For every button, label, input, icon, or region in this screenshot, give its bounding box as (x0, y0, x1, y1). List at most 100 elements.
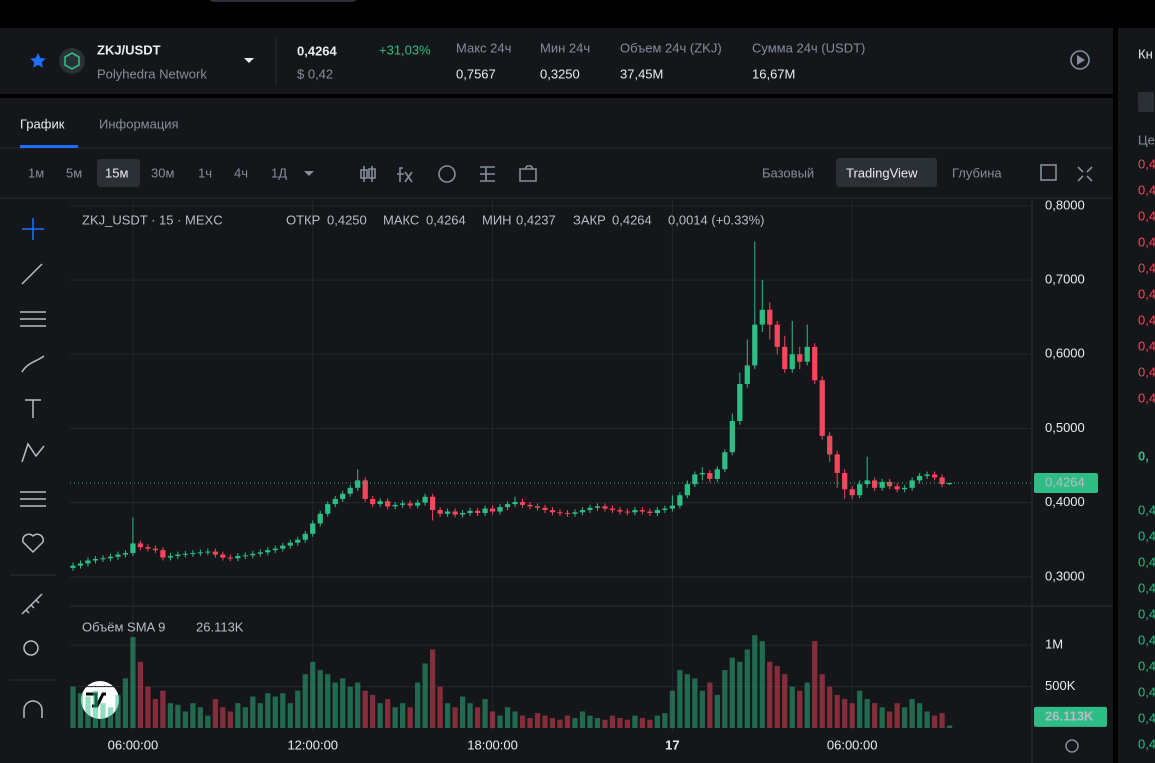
y-tick-label: 0,7000 (1045, 272, 1085, 287)
interval[interactable]: 1ч (198, 165, 212, 180)
interval[interactable]: 30м (151, 165, 174, 180)
snapshot-icon[interactable] (519, 165, 537, 182)
symbol-dropdown[interactable] (244, 58, 254, 63)
interval[interactable]: 15м (105, 165, 128, 180)
candle-body (752, 324, 758, 366)
sma-tag-label: 26.113K (1045, 708, 1094, 723)
bid-price: 0,4 (1138, 684, 1155, 699)
text-tool[interactable] (25, 399, 41, 418)
prediction-tool[interactable] (20, 491, 46, 507)
volume-bar (632, 715, 638, 728)
volume-bar (152, 699, 159, 728)
pattern-tool[interactable] (21, 442, 45, 463)
search-box[interactable] (208, 0, 358, 2)
volume-bar (797, 690, 803, 728)
view[interactable]: Базовый (762, 165, 814, 180)
indicator-icon[interactable] (397, 167, 413, 183)
ohlc-value: 0,4250 (327, 212, 367, 227)
settings-icon[interactable] (1065, 739, 1079, 753)
interval[interactable]: 5м (66, 165, 82, 180)
stat-label: Объем 24ч (ZKJ) (620, 40, 722, 55)
candle-body (310, 523, 316, 534)
tab[interactable]: Информация (99, 116, 179, 131)
candle-body (227, 557, 233, 559)
candle-body (534, 506, 541, 508)
ask-price: 0,4 (1138, 286, 1155, 301)
x-tick-label: 18:00:00 (467, 737, 518, 752)
zoom-tool[interactable] (23, 640, 39, 656)
expand-icon[interactable] (1077, 166, 1093, 182)
y-tick-label: 0,5000 (1045, 420, 1085, 435)
volume-bar (594, 718, 601, 728)
candle-body (894, 486, 900, 490)
last-price: 0,4264 (297, 43, 338, 58)
candle-body (774, 324, 780, 347)
symbol[interactable]: ZKJ/USDT (97, 42, 161, 57)
crosshair-tool[interactable] (22, 218, 44, 240)
interval[interactable]: 4ч (234, 165, 248, 180)
volume-bar (729, 657, 735, 728)
candle-body (819, 380, 825, 436)
favorites-tool[interactable] (21, 533, 45, 554)
ask-price: 0,4 (1138, 208, 1155, 223)
last-price-label: 0,4264 (1045, 474, 1085, 489)
interval[interactable]: 1Д (271, 165, 287, 180)
volume-bar (407, 707, 413, 728)
volume-legend: Объём SMA 9 (82, 619, 165, 634)
volume-bar (662, 713, 668, 728)
interval[interactable]: 1м (28, 165, 44, 180)
candle-body (527, 504, 533, 507)
toolbar-icons (360, 164, 1093, 183)
volume-bar (100, 703, 106, 728)
layout-icon[interactable] (480, 166, 495, 182)
candle-body (939, 477, 945, 485)
volume-bar (452, 707, 458, 728)
play-button[interactable] (1070, 50, 1090, 70)
candle-body (744, 365, 750, 384)
volume-bar (257, 703, 263, 728)
interval-dropdown[interactable] (304, 171, 314, 176)
candle-body (804, 346, 810, 362)
brush-tool[interactable] (21, 355, 45, 373)
candle-body (729, 421, 735, 453)
volume-bar (707, 682, 713, 728)
volume-bar (692, 678, 698, 728)
view[interactable]: TradingView (846, 165, 918, 180)
bid-price: 0,4 (1138, 736, 1155, 751)
volume-bar (924, 711, 930, 728)
header-panel (0, 28, 1113, 94)
stat-label: Макс 24ч (456, 40, 511, 55)
volume-bar (834, 694, 840, 728)
fullscreen-icon[interactable] (1040, 164, 1057, 181)
volume-bar (587, 715, 593, 728)
favorite-star[interactable] (30, 53, 46, 68)
volume-tick-label: 500K (1045, 678, 1076, 693)
candle-body (107, 556, 114, 559)
magnet-tool[interactable] (23, 700, 43, 718)
candle-body (160, 550, 166, 558)
ruler-tool[interactable] (21, 593, 43, 615)
candle-body (647, 511, 653, 514)
candle-body (467, 510, 473, 514)
volume-bar (512, 711, 518, 728)
volume-bar (467, 703, 473, 728)
volume-bar (444, 703, 451, 728)
volume-bar (819, 674, 825, 728)
view-selected (836, 158, 937, 187)
volume-bar (624, 719, 631, 728)
fib-tool[interactable] (20, 311, 46, 327)
bid-price: 0,4 (1138, 580, 1155, 595)
view[interactable]: Глубина (952, 165, 1002, 180)
candle-body (452, 511, 458, 515)
candle-icon[interactable] (360, 166, 376, 182)
candle-body (400, 503, 406, 505)
trendline-tool[interactable] (21, 263, 43, 285)
tab[interactable]: График (20, 116, 65, 131)
y-tick-label: 0,6000 (1045, 346, 1085, 361)
template-icon[interactable] (438, 165, 456, 183)
volume-bar (130, 636, 136, 728)
volume-bar (430, 649, 436, 728)
candle-body (459, 513, 466, 515)
candle-body (332, 498, 338, 505)
